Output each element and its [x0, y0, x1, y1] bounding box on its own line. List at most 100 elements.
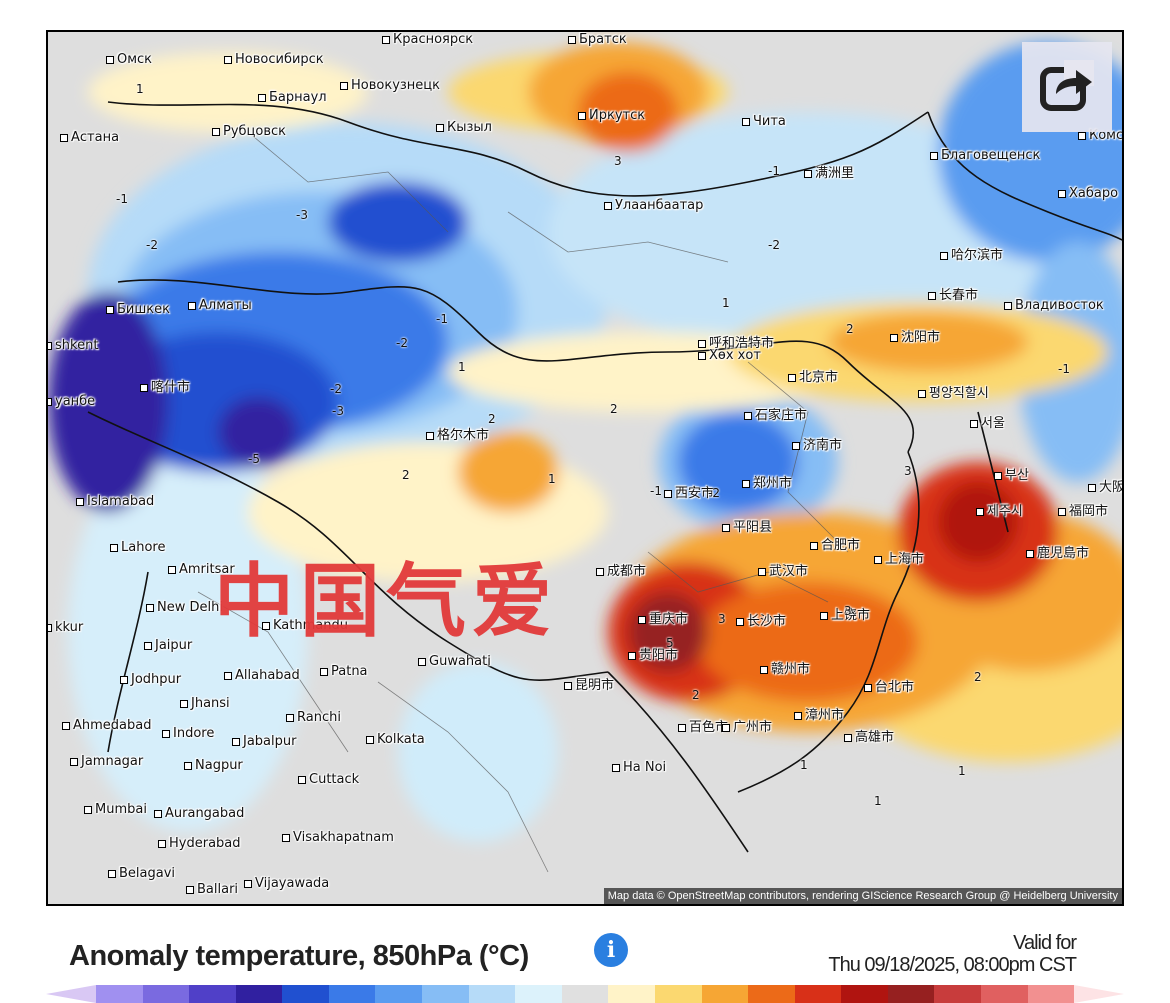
city-label: 沈阳市: [890, 326, 940, 345]
city-label: Новокузнецк: [340, 78, 440, 93]
legend-title: Anomaly temperature, 850hPa (°C): [69, 940, 529, 972]
city-label: Барнаул: [258, 90, 327, 105]
isotherm-label: 2: [692, 688, 700, 702]
city-label: New Delhi: [146, 600, 223, 615]
city-label: Хөх хот: [698, 348, 761, 363]
city-label: Islamabad: [76, 494, 154, 509]
city-label: 평양직할시: [918, 382, 989, 401]
colorbar-segment: [142, 985, 190, 1003]
isotherm-label: 2: [402, 468, 410, 482]
city-label: Visakhapatnam: [282, 830, 394, 845]
valid-time: Thu 09/18/2025, 08:00pm CST: [828, 954, 1077, 976]
watermark-text: 中国气爱: [214, 555, 558, 648]
city-label: 满洲里: [804, 162, 854, 181]
city-label: 서울: [970, 412, 1005, 431]
isotherm-label: -1: [1058, 362, 1070, 376]
colorbar-segment: [841, 985, 888, 1003]
city-label: 赣州市: [760, 658, 810, 677]
city-label: 上饶市: [820, 604, 870, 623]
colorbar-segment: [748, 985, 795, 1003]
city-label: Jhansi: [180, 696, 230, 711]
anomaly-field: [48, 32, 1122, 904]
colorbar-segment: [794, 985, 842, 1003]
info-icon[interactable]: i: [594, 933, 628, 967]
city-label: Благовещенск: [930, 148, 1040, 163]
city-label: 成都市: [596, 560, 646, 579]
city-label: Kathmandu: [262, 618, 348, 633]
isotherm-label: 1: [800, 758, 808, 772]
city-label: shkent: [48, 338, 98, 353]
city-label: 重庆市: [638, 608, 688, 627]
city-label: 大阪: [1088, 476, 1122, 495]
city-label: 高雄市: [844, 726, 894, 745]
city-label: 喀什市: [140, 376, 190, 395]
city-label: 제주시: [976, 500, 1023, 519]
city-label: Хабаро: [1058, 186, 1118, 201]
city-label: Бишкек: [106, 302, 170, 317]
city-label: Patna: [320, 664, 368, 679]
colorbar-segment: [328, 985, 376, 1003]
city-label: Aurangabad: [154, 806, 244, 821]
isotherm-label: 1: [722, 296, 730, 310]
city-label: Иркутск: [578, 108, 645, 123]
city-label: Jodhpur: [120, 672, 181, 687]
colorbar-segment: [561, 985, 609, 1003]
city-label: Kolkata: [366, 732, 425, 747]
city-label: 漳州市: [794, 704, 844, 723]
city-label: Кызыл: [436, 120, 492, 135]
city-label: Indore: [162, 726, 214, 741]
colorbar-segment: [468, 985, 516, 1003]
colorbar-segment: [887, 985, 935, 1003]
city-label: 贵阳市: [628, 644, 678, 663]
city-label: Lahore: [110, 540, 165, 555]
city-label: Nagpur: [184, 758, 243, 773]
city-label: Ballari: [186, 882, 238, 897]
valid-label: Valid for: [1013, 932, 1077, 954]
isotherm-label: -2: [708, 486, 720, 500]
city-label: Улаанбаатар: [604, 198, 703, 213]
city-label: Guwahati: [418, 654, 491, 669]
city-label: 昆明市: [564, 674, 614, 693]
city-label: 北京市: [788, 366, 838, 385]
isotherm-label: 3: [904, 464, 912, 478]
city-label: Jabalpur: [232, 734, 296, 749]
isotherm-label: 1: [874, 794, 882, 808]
colorbar-segment: [235, 985, 283, 1003]
city-label: Ha Noi: [612, 760, 666, 775]
isotherm-label: -2: [146, 238, 158, 252]
city-label: Vijayawada: [244, 876, 329, 891]
isotherm-label: 3: [718, 612, 726, 626]
city-label: 台北市: [864, 676, 914, 695]
city-label: Belagavi: [108, 866, 175, 881]
isotherm-label: -2: [330, 382, 342, 396]
city-label: 百色市: [678, 716, 728, 735]
isotherm-label: 1: [136, 82, 144, 96]
isotherm-label: 2: [488, 412, 496, 426]
city-label: 郑州市: [742, 472, 792, 491]
isotherm-label: -3: [332, 404, 344, 418]
isotherm-label: -2: [768, 238, 780, 252]
colorbar-min-arrow: [46, 985, 96, 1003]
city-label: 哈尔滨市: [940, 244, 1003, 263]
weather-map[interactable]: Омск Новосибирск Красноярск Братск Барна…: [46, 30, 1124, 906]
colorbar-segment: [654, 985, 702, 1003]
isotherm-label: 2: [610, 402, 618, 416]
isotherm-label: 1: [458, 360, 466, 374]
isotherm-label: -3: [296, 208, 308, 222]
isotherm-label: 2: [846, 322, 854, 336]
share-button[interactable]: [1022, 42, 1112, 132]
city-label: 平阳县: [722, 516, 772, 535]
colorbar-segment: [701, 985, 749, 1003]
colorbar-segments: [96, 985, 1075, 1003]
isotherm-label: -1: [436, 312, 448, 326]
share-icon: [1040, 60, 1094, 111]
city-label: kkur: [48, 620, 83, 635]
city-label: 부산: [994, 464, 1029, 483]
city-label: Алматы: [188, 298, 252, 313]
city-label: Jamnagar: [70, 754, 143, 769]
colorbar-segment: [515, 985, 562, 1003]
colorbar-max-arrow: [1074, 985, 1124, 1003]
colorbar-segment: [96, 985, 143, 1003]
colorbar-segment: [189, 985, 236, 1003]
city-label: Владивосток: [1004, 298, 1104, 313]
